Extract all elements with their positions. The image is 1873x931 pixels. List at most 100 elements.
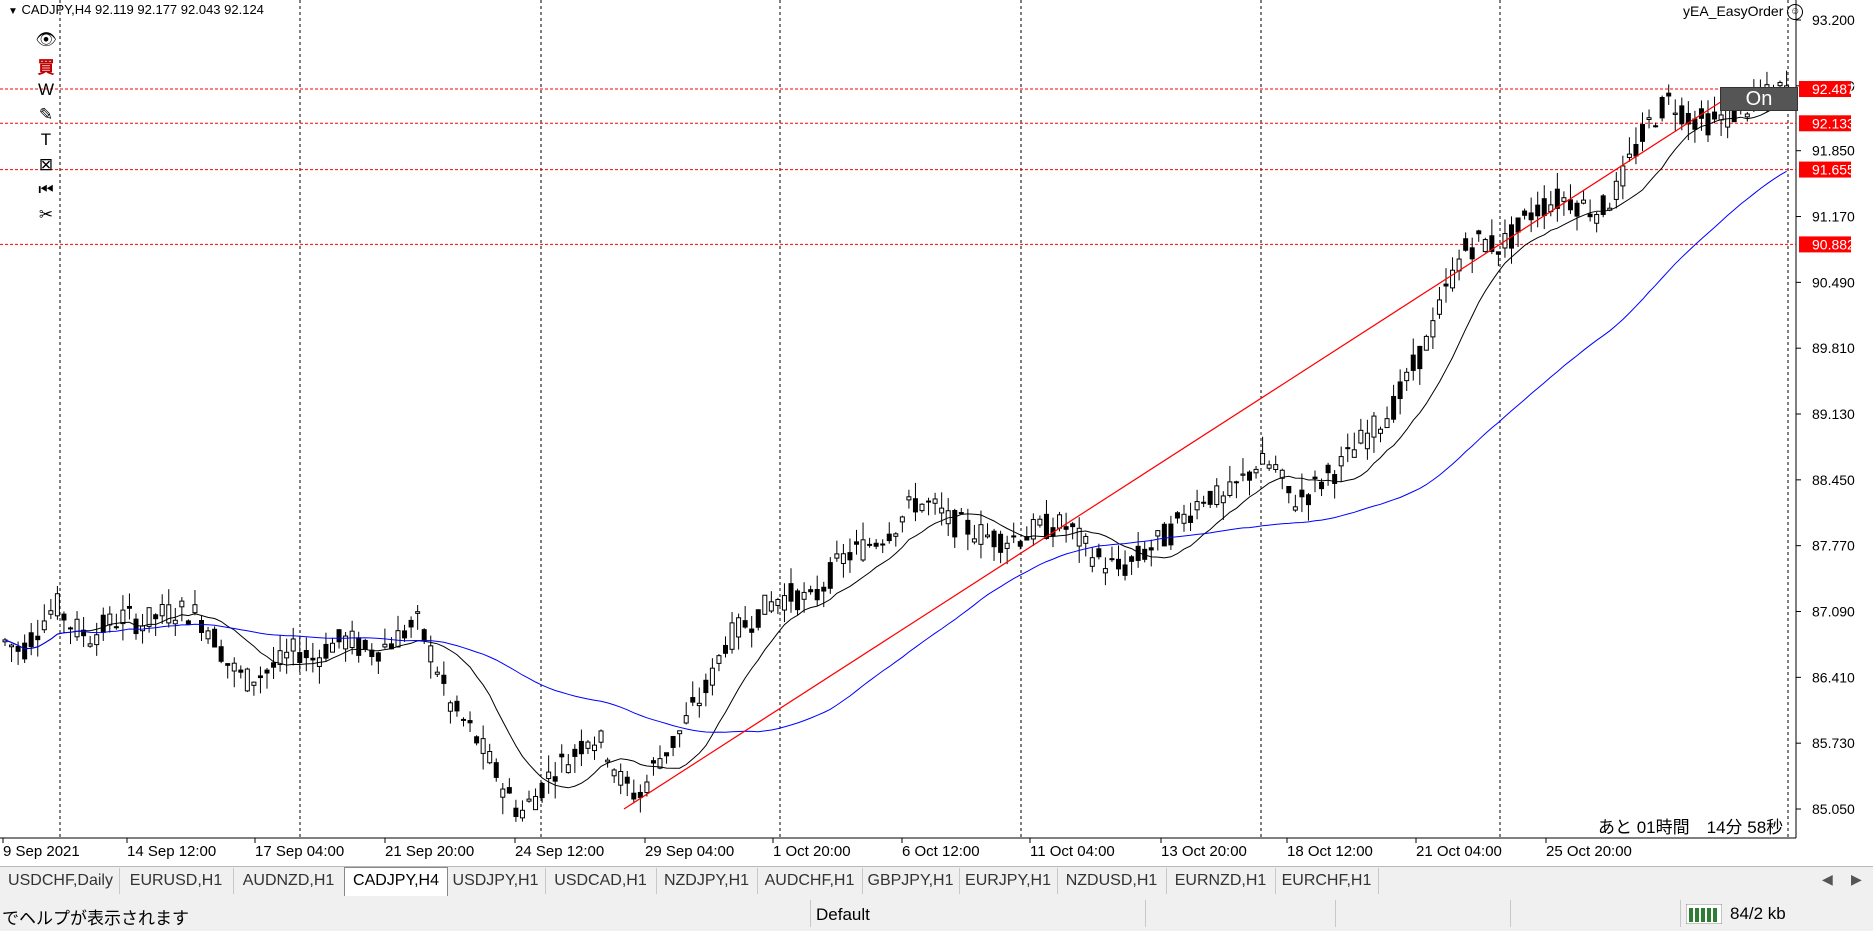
candle-body — [1450, 269, 1456, 289]
candle-body — [952, 509, 958, 538]
candle-body — [781, 595, 787, 611]
tab-eurnzd-h1[interactable]: EURNZD,H1 — [1166, 868, 1276, 894]
price-chart[interactable]: 9 Sep 2021 14 Sep 12:00 17 Sep 04:00 21 Sep… — [0, 0, 1873, 866]
candle-body — [126, 605, 132, 609]
eye-icon[interactable]: 👁 — [35, 30, 57, 49]
y-tick-label: 87.770 — [1812, 538, 1855, 554]
candle-body — [231, 662, 237, 672]
candle-body — [592, 744, 597, 752]
candle-body — [1201, 501, 1207, 504]
candle-body — [415, 611, 421, 614]
tab-gbpjpy-h1[interactable]: GBPJPY,H1 — [862, 868, 960, 894]
text-icon[interactable]: T — [40, 130, 52, 149]
tab-nzdjpy-h1[interactable]: NZDJPY,H1 — [656, 868, 758, 894]
candle-body — [1391, 395, 1397, 420]
candle-body — [886, 533, 892, 542]
x-tick-label: 21 Sep 20:00 — [385, 843, 474, 860]
candle-body — [1017, 541, 1023, 547]
candle-body — [873, 542, 879, 547]
candle-body — [290, 638, 296, 652]
candle-body — [657, 758, 663, 769]
candle-body — [729, 622, 735, 650]
tab-eurusd-h1[interactable]: EURUSD,H1 — [119, 868, 234, 894]
candle-body — [179, 600, 185, 608]
candle-body — [565, 764, 571, 774]
candle-body — [978, 524, 984, 545]
candle-body — [343, 635, 349, 650]
tab-scroll-left-icon[interactable]: ◀ — [1822, 871, 1833, 887]
candle-body — [958, 512, 964, 515]
candle-body — [467, 720, 473, 724]
level-price-tag — [1799, 81, 1851, 98]
candle-body — [15, 645, 21, 652]
candle-body — [74, 618, 80, 638]
y-tick-label: 91.850 — [1812, 143, 1855, 159]
candle-body — [906, 496, 912, 501]
candle-body — [113, 626, 119, 629]
tab-scroll-right-icon[interactable]: ▶ — [1851, 871, 1862, 887]
y-tick-label: 89.130 — [1812, 406, 1855, 422]
rewind-icon[interactable]: ⏮ — [38, 180, 54, 199]
connection-bars-icon[interactable] — [1686, 904, 1722, 924]
candle-body — [225, 663, 231, 666]
status-separator — [1335, 900, 1336, 927]
ea-name: yEA_EasyOrder — [1683, 3, 1784, 19]
tab-audnzd-h1[interactable]: AUDNZD,H1 — [233, 868, 345, 894]
candle-body — [271, 662, 277, 668]
candle-body — [1777, 81, 1783, 87]
w-icon[interactable]: W — [37, 80, 55, 99]
candle-body — [1181, 513, 1187, 524]
candle-body — [1489, 235, 1495, 252]
candle-body — [323, 643, 329, 659]
scissors-icon[interactable]: ✂ — [38, 205, 54, 224]
candle-body — [1666, 92, 1672, 97]
tab-usdjpy-h1[interactable]: USDJPY,H1 — [446, 868, 546, 894]
candle-body — [297, 652, 303, 663]
pencil-icon[interactable]: ✎ — [38, 105, 54, 124]
candle-body — [552, 776, 558, 782]
status-separator — [810, 900, 811, 927]
candle-body — [1626, 153, 1632, 158]
tab-cadjpy-h4[interactable]: CADJPY,H4 — [344, 867, 448, 896]
candle-body — [1476, 230, 1482, 235]
candle-body — [1260, 453, 1266, 465]
collapse-triangle-icon[interactable]: ▼ — [8, 6, 18, 17]
y-tick-label: 90.490 — [1812, 274, 1855, 290]
y-tick-label: 85.050 — [1812, 801, 1855, 817]
box-icon[interactable]: ⊠ — [38, 155, 54, 174]
candle-body — [68, 627, 73, 630]
candle-body — [356, 637, 362, 656]
candle-body — [1581, 199, 1587, 204]
candle-body — [1443, 283, 1449, 287]
candle-body — [81, 629, 87, 637]
chart-area[interactable]: 9 Sep 2021 14 Sep 12:00 17 Sep 04:00 21 Sep… — [0, 0, 1873, 868]
candle-body — [1482, 239, 1488, 253]
x-tick-label: 21 Oct 04:00 — [1416, 843, 1502, 860]
chart-tab-bar: ◀ ▶ USDCHF,Daily EURUSD,H1 AUDNZD,H1 CADJPY… — [0, 866, 1873, 897]
candle-body — [330, 642, 335, 653]
candle-body — [598, 730, 604, 743]
buy-icon[interactable]: 買 — [37, 57, 55, 77]
tab-nzdusd-h1[interactable]: NZDUSD,H1 — [1057, 868, 1167, 894]
tab-audchf-h1[interactable]: AUDCHF,H1 — [757, 868, 863, 894]
candle-body — [637, 791, 643, 798]
x-tick-label: 13 Oct 20:00 — [1161, 843, 1247, 860]
tab-eurjpy-h1[interactable]: EURJPY,H1 — [959, 868, 1058, 894]
on-button[interactable]: On — [1720, 87, 1798, 111]
candle-body — [808, 589, 814, 593]
level-price-label: 90.882 — [1812, 236, 1855, 252]
candle-body — [107, 613, 113, 626]
candle-body — [1371, 415, 1377, 438]
candle-body — [1083, 535, 1089, 544]
candle-body — [1384, 418, 1390, 429]
candle-body — [847, 552, 853, 561]
candle-body — [120, 609, 126, 625]
candle-body — [1338, 456, 1344, 467]
candle-body — [1646, 117, 1652, 120]
tab-eurchf-h1[interactable]: EURCHF,H1 — [1275, 868, 1379, 894]
y-tick-label: 89.810 — [1812, 340, 1855, 356]
candle-body — [1174, 512, 1180, 519]
tab-usdcad-h1[interactable]: USDCAD,H1 — [545, 868, 657, 894]
tab-usdchf-daily[interactable]: USDCHF,Daily — [2, 868, 120, 894]
x-tick-label: 25 Oct 20:00 — [1546, 843, 1632, 860]
